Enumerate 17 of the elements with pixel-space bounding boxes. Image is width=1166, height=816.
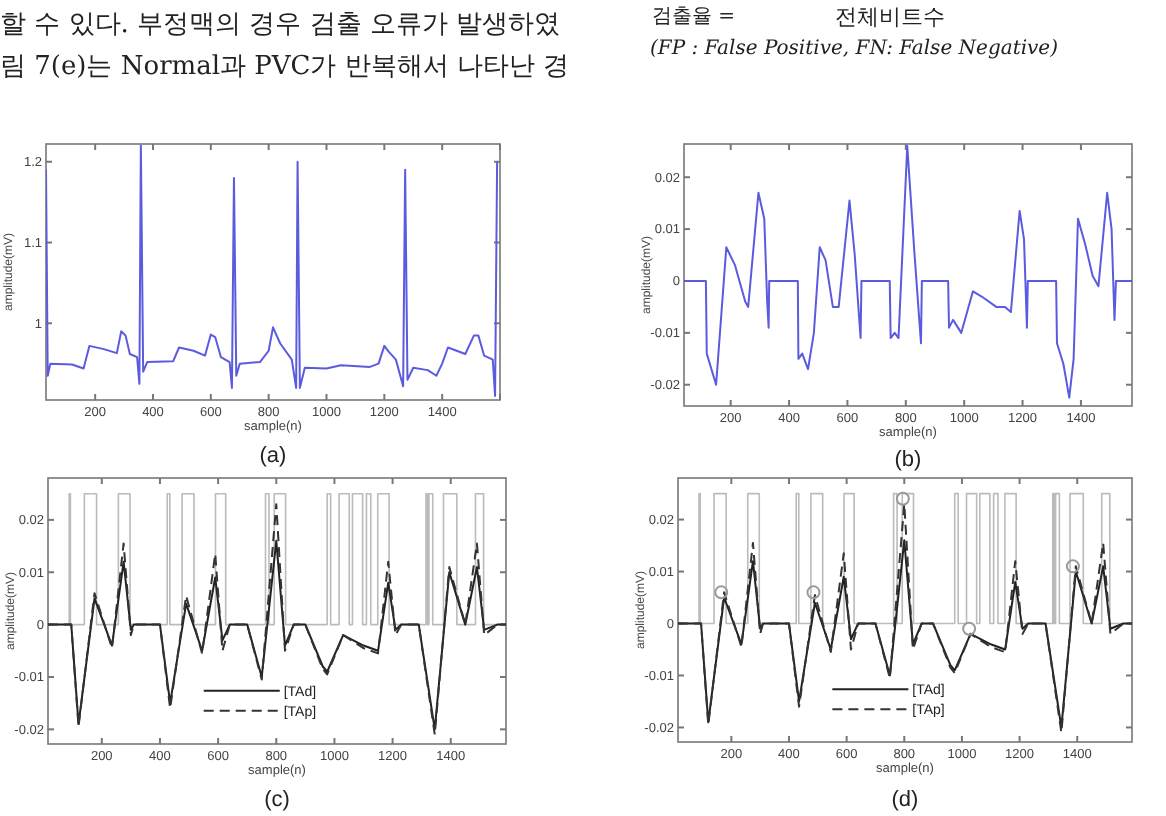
line-series (48, 503, 506, 736)
text: 림 7(e)는 Normal과 PVC가 반복해서 나타난 경 (0, 52, 570, 82)
point (895, 491, 910, 506)
text: 검출율 = (652, 6, 736, 28)
point (714, 585, 729, 600)
text: (b) (894, 448, 922, 472)
text: (FP : False Positive, FN: False Negative) (650, 38, 1059, 60)
text: (a) (259, 444, 287, 468)
point (1065, 559, 1080, 574)
text: 할 수 있다. 부정맥의 경우 검출 오류가 발생하였 (0, 10, 561, 40)
point (806, 585, 821, 600)
text: (c) (264, 788, 290, 812)
point (962, 621, 977, 636)
text: (d) (891, 788, 919, 812)
line-series (46, 144, 499, 397)
text: 전체비트수 (835, 4, 945, 30)
line-series (684, 145, 1132, 399)
